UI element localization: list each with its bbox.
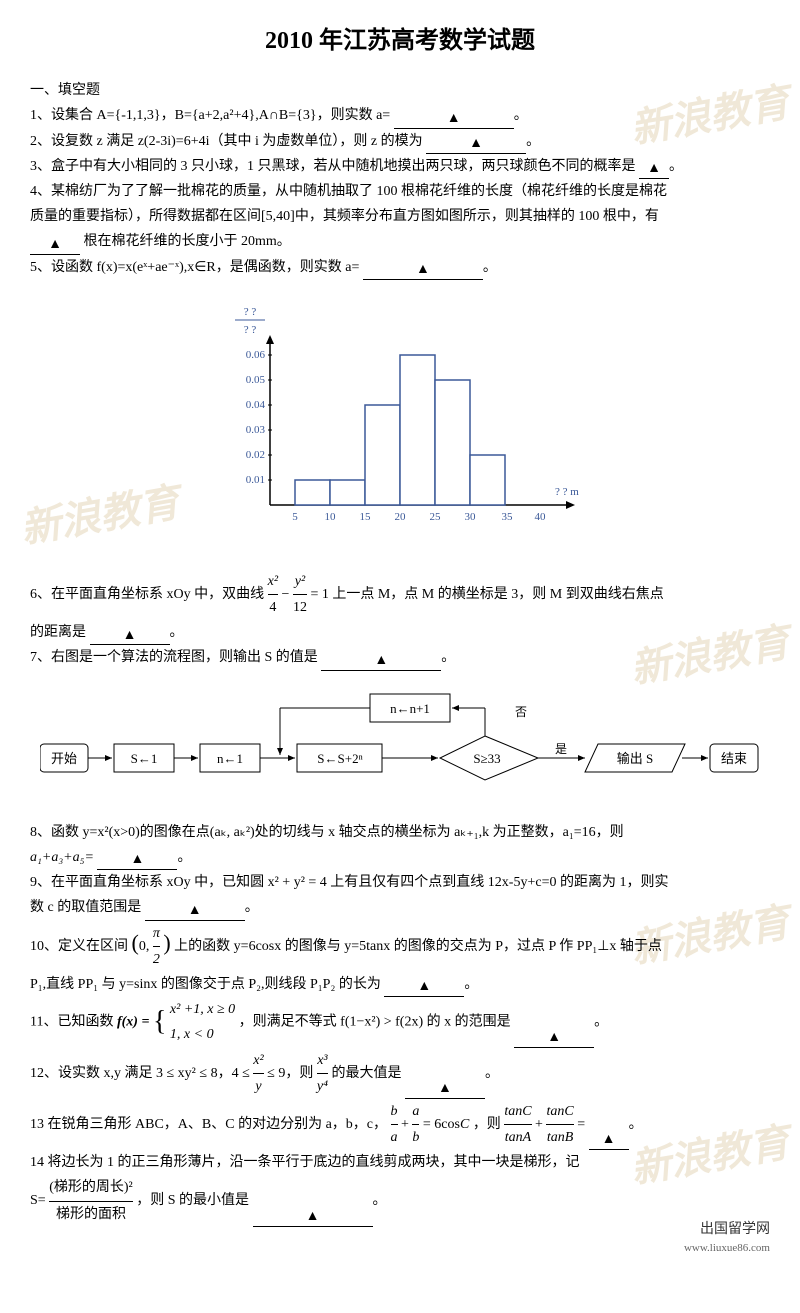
q13c-text: =: [577, 1117, 585, 1132]
answer-blank: ▲: [405, 1081, 485, 1099]
svg-text:15: 15: [360, 511, 372, 523]
answer-blank: ▲: [514, 1030, 594, 1048]
svg-text:开始: 开始: [51, 751, 77, 766]
svg-text:0.03: 0.03: [246, 424, 266, 436]
svg-text:10: 10: [325, 511, 337, 523]
svg-text:25: 25: [430, 511, 442, 523]
q6c-text: 的距离是: [30, 625, 86, 640]
q8a-text: 8、函数 y=x²(x>0)的图像在点(aₖ, aₖ²)处的切线与 x 轴交点的…: [30, 825, 624, 840]
histogram-chart: ? ? ? ? 0.01 0.02 0.03 0.04 0.05 0.06: [210, 300, 590, 549]
q7-text: 7、右图是一个算法的流程图，则输出 S 的值是: [30, 650, 318, 665]
question-2: 2、设复数 z 满足 z(2-3i)=6+4i（其中 i 为虚数单位），则 z …: [30, 129, 770, 154]
svg-text:40: 40: [535, 511, 547, 523]
answer-blank: ▲: [321, 653, 441, 671]
q10c-text: P₁,直线 PP₁ 与 y=sinx 的图像交于点 P₂,则线段 P₁P₂ 的长…: [30, 977, 381, 992]
section-header: 一、填空题: [30, 78, 770, 103]
q4b-text: 质量的重要指标），所得数据都在区间[5,40]中，其频率分布直方图如图所示，则其…: [30, 209, 659, 224]
answer-blank: ▲: [253, 1209, 373, 1227]
svg-text:S←S+2ⁿ: S←S+2ⁿ: [317, 751, 362, 766]
answer-blank: ▲: [145, 903, 245, 921]
svg-text:0.06: 0.06: [246, 349, 266, 361]
question-14: 14 将边长为 1 的正三角形薄片，沿一条平行于底边的直线剪成两块，其中一块是梯…: [30, 1150, 770, 1227]
question-12: 12、设实数 x,y 满足 3 ≤ xy² ≤ 8，4 ≤ x² y ≤ 9，则…: [30, 1048, 770, 1099]
answer-blank: ▲: [589, 1132, 629, 1150]
svg-text:S←1: S←1: [131, 751, 158, 766]
q6a-text: 6、在平面直角坐标系 xOy 中，双曲线: [30, 587, 264, 602]
q1-text: 1、设集合 A={-1,1,3}，B={a+2,a²+4},A∩B={3}，则实…: [30, 108, 390, 123]
question-10: 10、定义在区间 (0, π 2 ) 上的函数 y=6cosx 的图像与 y=5…: [30, 921, 770, 998]
q9a-text: 9、在平面直角坐标系 xOy 中，已知圆 x² + y² = 4 上有且仅有四个…: [30, 875, 668, 890]
svg-text:5: 5: [292, 511, 298, 523]
question-1: 1、设集合 A={-1,1,3}，B={a+2,a²+4},A∩B={3}，则实…: [30, 103, 770, 128]
q14c-text: ，则 S 的最小值是: [136, 1193, 249, 1208]
question-5: 5、设函数 f(x)=x(eˣ+ae⁻ˣ),x∈R，是偶函数，则实数 a= ▲。: [30, 255, 770, 280]
svg-text:0.01: 0.01: [246, 474, 265, 486]
question-11: 11、已知函数 f(x) = { x² +1, x ≥ 0 1, x < 0 ，…: [30, 997, 770, 1047]
svg-text:S≥33: S≥33: [473, 751, 500, 766]
answer-blank: ▲: [426, 136, 526, 154]
svg-text:否: 否: [515, 705, 527, 719]
svg-text:n←1: n←1: [217, 751, 243, 766]
y-label-top: ? ?: [244, 306, 257, 318]
svg-text:0.05: 0.05: [246, 374, 266, 386]
page-title: 2010 年江苏高考数学试题: [30, 20, 770, 63]
question-9: 9、在平面直角坐标系 xOy 中，已知圆 x² + y² = 4 上有且仅有四个…: [30, 870, 770, 920]
q14b-text: S=: [30, 1193, 46, 1208]
answer-blank: ▲: [97, 852, 177, 870]
q2-text: 2、设复数 z 满足 z(2-3i)=6+4i（其中 i 为虚数单位），则 z …: [30, 134, 423, 149]
q10a-text: 10、定义在区间: [30, 938, 128, 953]
answer-blank: ▲: [394, 111, 514, 129]
y-label-bottom: ? ?: [244, 324, 257, 336]
svg-text:20: 20: [395, 511, 407, 523]
q4c-text: 根在棉花纤维的长度小于 20mm。: [84, 234, 291, 249]
question-6: 6、在平面直角坐标系 xOy 中，双曲线 x² 4 − y² 12 = 1 上一…: [30, 569, 770, 646]
x-label: ? ? m: [555, 486, 579, 498]
q12a-text: 12、设实数 x,y 满足 3 ≤ xy² ≤ 8，4 ≤: [30, 1065, 250, 1080]
q11b-text: ，则满足不等式 f(1−x²) > f(2x) 的 x 的范围是: [239, 1015, 511, 1030]
q13a-text: 13 在锐角三角形 ABC，A、B、C 的对边分别为 a，b，c，: [30, 1117, 387, 1132]
q3-text: 3、盒子中有大小相同的 3 只小球，1 只黑球，若从中随机地摸出两只球，两只球颜…: [30, 159, 636, 174]
q11a-text: 11、已知函数: [30, 1015, 113, 1030]
q6b-text: = 1 上一点 M，点 M 的横坐标是 3，则 M 到双曲线右焦点: [310, 587, 663, 602]
answer-blank: ▲: [30, 237, 80, 255]
answer-blank: ▲: [384, 979, 464, 997]
q14a-text: 14 将边长为 1 的正三角形薄片，沿一条平行于底边的直线剪成两块，其中一块是梯…: [30, 1155, 580, 1170]
answer-blank: ▲: [90, 628, 170, 646]
q12b-text: ≤ 9，则: [267, 1065, 313, 1080]
svg-text:0.02: 0.02: [246, 449, 265, 461]
flowchart-diagram: 开始 S←1 n←1 S←S+2ⁿ S≥33 是 输出 S: [40, 686, 760, 805]
svg-text:是: 是: [555, 742, 567, 756]
question-7: 7、右图是一个算法的流程图，则输出 S 的值是 ▲。: [30, 645, 770, 670]
q4a-text: 4、某棉纺厂为了了解一批棉花的质量，从中随机抽取了 100 根棉花纤维的长度（棉…: [30, 184, 667, 199]
svg-text:0.04: 0.04: [246, 399, 266, 411]
q13b-text: ，则: [473, 1117, 501, 1132]
svg-text:结束: 结束: [721, 751, 747, 766]
question-3: 3、盒子中有大小相同的 3 只小球，1 只黑球，若从中随机地摸出两只球，两只球颜…: [30, 154, 770, 179]
svg-text:30: 30: [465, 511, 477, 523]
q8b-text: a₁+a₃+a₅=: [30, 850, 94, 865]
answer-blank: ▲: [639, 161, 669, 179]
svg-text:35: 35: [502, 511, 514, 523]
q9b-text: 数 c 的取值范围是: [30, 900, 141, 915]
q12c-text: 的最大值是: [331, 1065, 401, 1080]
q10b-text: 上的函数 y=6cosx 的图像与 y=5tanx 的图像的交点为 P，过点 P…: [174, 938, 662, 953]
q5-text: 5、设函数 f(x)=x(eˣ+ae⁻ˣ),x∈R，是偶函数，则实数 a=: [30, 260, 359, 275]
svg-text:输出 S: 输出 S: [617, 751, 653, 766]
answer-blank: ▲: [363, 262, 483, 280]
question-13: 13 在锐角三角形 ABC，A、B、C 的对边分别为 a，b，c， b a + …: [30, 1099, 770, 1150]
question-8: 8、函数 y=x²(x>0)的图像在点(aₖ, aₖ²)处的切线与 x 轴交点的…: [30, 820, 770, 870]
question-4: 4、某棉纺厂为了了解一批棉花的质量，从中随机抽取了 100 根棉花纤维的长度（棉…: [30, 179, 770, 255]
svg-text:n←n+1: n←n+1: [390, 701, 430, 716]
